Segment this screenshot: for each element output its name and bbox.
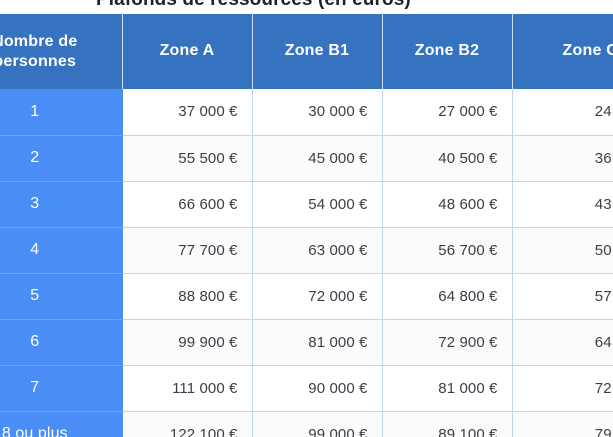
table-scroll-region[interactable]: Nombre de personnes Zone A Zone B1 Zone … (0, 14, 613, 437)
resource-ceilings-table: Nombre de personnes Zone A Zone B1 Zone … (0, 14, 613, 437)
cell-8-zone-b2: 89 100 € (382, 411, 513, 437)
cell-8-zone-c: 79 200 € (512, 411, 613, 437)
cell-5-zone-b2: 64 800 € (382, 273, 513, 320)
cell-1-zone-a: 37 000 € (122, 89, 253, 136)
table-body: 1 37 000 € 30 000 € 27 000 € 24 000 € 2 … (0, 89, 613, 437)
cell-4-zone-b2: 56 700 € (382, 227, 513, 274)
cell-5-zone-c: 57 600 € (512, 273, 613, 320)
cell-4-zone-b1: 63 000 € (252, 227, 383, 274)
column-header-zone-c: Zone C (512, 14, 613, 89)
row-header-2: 2 (0, 135, 123, 182)
cell-2-zone-b1: 45 000 € (252, 135, 383, 182)
column-header-zone-b1: Zone B1 (252, 14, 383, 89)
cell-1-zone-b2: 27 000 € (382, 89, 513, 136)
cell-3-zone-b2: 48 600 € (382, 181, 513, 228)
row-header-3: 3 (0, 181, 123, 228)
row-header-5: 5 (0, 273, 123, 320)
table-row: 1 37 000 € 30 000 € 27 000 € 24 000 € (0, 89, 613, 136)
cell-7-zone-c: 72 000 € (512, 365, 613, 412)
column-header-zone-a: Zone A (122, 14, 253, 89)
cell-4-zone-c: 50 400 € (512, 227, 613, 274)
cell-2-zone-c: 36 000 € (512, 135, 613, 182)
row-header-8-ou-plus: 8 ou plus (0, 411, 123, 437)
cell-6-zone-b2: 72 900 € (382, 319, 513, 366)
cell-3-zone-a: 66 600 € (122, 181, 253, 228)
table-row: 3 66 600 € 54 000 € 48 600 € 43 200 € (0, 181, 613, 228)
cell-7-zone-a: 111 000 € (122, 365, 253, 412)
table-row: 4 77 700 € 63 000 € 56 700 € 50 400 € (0, 227, 613, 274)
cell-6-zone-b1: 81 000 € (252, 319, 383, 366)
cell-4-zone-a: 77 700 € (122, 227, 253, 274)
table-header-row: Nombre de personnes Zone A Zone B1 Zone … (0, 14, 613, 89)
cell-5-zone-b1: 72 000 € (252, 273, 383, 320)
page-title-strip: Plafonds de ressources (en euros) (0, 0, 613, 13)
cell-3-zone-c: 43 200 € (512, 181, 613, 228)
cell-5-zone-a: 88 800 € (122, 273, 253, 320)
column-header-nombre-de-personnes: Nombre de personnes (0, 14, 123, 89)
table-row: 2 55 500 € 45 000 € 40 500 € 36 000 € (0, 135, 613, 182)
column-header-zone-b2: Zone B2 (382, 14, 513, 89)
cell-6-zone-c: 64 800 € (512, 319, 613, 366)
table-row: 5 88 800 € 72 000 € 64 800 € 57 600 € (0, 273, 613, 320)
page-title: Plafonds de ressources (en euros) (0, 0, 613, 13)
row-header-6: 6 (0, 319, 123, 366)
cell-3-zone-b1: 54 000 € (252, 181, 383, 228)
cell-7-zone-b2: 81 000 € (382, 365, 513, 412)
row-header-4: 4 (0, 227, 123, 274)
table-header: Nombre de personnes Zone A Zone B1 Zone … (0, 14, 613, 89)
cell-8-zone-b1: 99 000 € (252, 411, 383, 437)
table-row: 6 99 900 € 81 000 € 72 900 € 64 800 € (0, 319, 613, 366)
row-header-1: 1 (0, 89, 123, 136)
table-row: 8 ou plus 122 100 € 99 000 € 89 100 € 79… (0, 411, 613, 437)
cell-1-zone-b1: 30 000 € (252, 89, 383, 136)
cell-7-zone-b1: 90 000 € (252, 365, 383, 412)
cell-1-zone-c: 24 000 € (512, 89, 613, 136)
cell-2-zone-a: 55 500 € (122, 135, 253, 182)
cell-8-zone-a: 122 100 € (122, 411, 253, 437)
cell-6-zone-a: 99 900 € (122, 319, 253, 366)
cell-2-zone-b2: 40 500 € (382, 135, 513, 182)
row-header-7: 7 (0, 365, 123, 412)
table-row: 7 111 000 € 90 000 € 81 000 € 72 000 € (0, 365, 613, 412)
